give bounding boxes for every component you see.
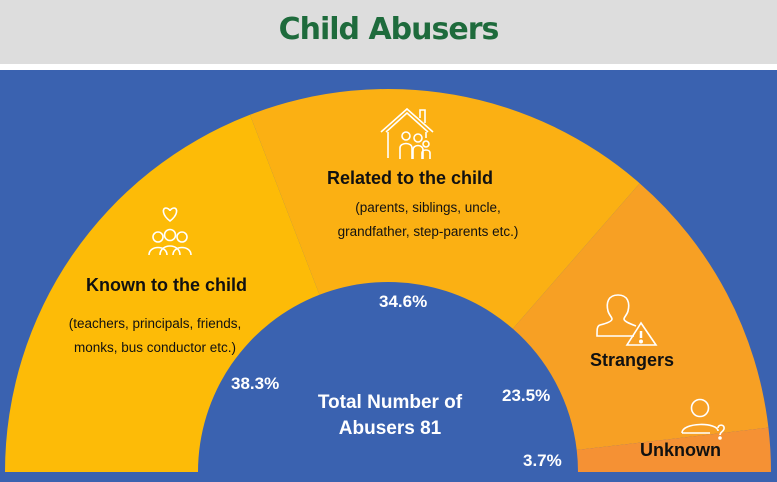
person-question-icon xyxy=(681,398,725,440)
label-known: Known to the child xyxy=(86,275,247,295)
desc-related: (parents, siblings, uncle, grandfather, … xyxy=(337,200,519,239)
chart-baseline xyxy=(0,472,777,482)
desc-known: (teachers, principals, friends, monks, b… xyxy=(68,316,242,355)
pct-known: 38.3% xyxy=(231,374,280,393)
label-unknown: Unknown xyxy=(640,440,721,460)
label-related: Related to the child xyxy=(327,168,494,188)
slice-related-to-the-child xyxy=(249,88,640,329)
person-warning-icon xyxy=(596,294,658,346)
center-line-2: Abusers 81 xyxy=(338,418,442,439)
pct-strangers: 23.5% xyxy=(502,386,551,405)
header: Child Abusers xyxy=(0,0,777,64)
chart-panel: Known to the child (teachers, principals… xyxy=(0,70,777,482)
center-total-text: Total Number of Abusers 81 xyxy=(290,390,490,442)
label-strangers: Strangers xyxy=(590,350,675,370)
slice-strangers xyxy=(512,183,769,450)
center-line-1: Total Number of xyxy=(317,392,463,413)
pct-related: 34.6% xyxy=(379,292,428,311)
pct-unknown: 3.7% xyxy=(523,451,562,470)
half-donut-chart xyxy=(0,88,777,482)
house-family-icon xyxy=(380,107,434,159)
heart-people-icon xyxy=(148,207,192,256)
slice-unknown xyxy=(576,427,771,472)
slice-known-to-the-child xyxy=(5,114,320,472)
page-title: Child Abusers xyxy=(278,12,500,47)
